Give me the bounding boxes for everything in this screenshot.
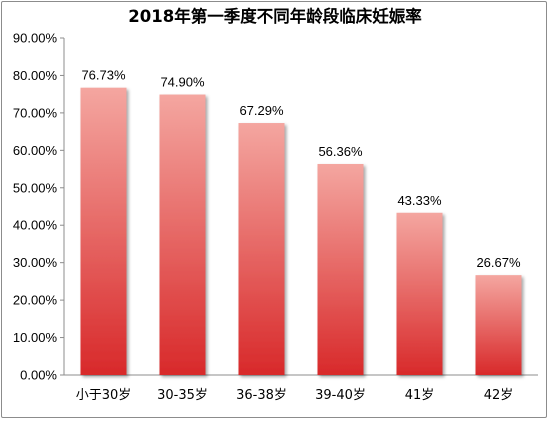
bar [475,275,522,375]
x-tick-label: 30-35岁 [157,388,208,403]
x-tick-label: 41岁 [405,388,435,403]
y-tick-label: 0.00% [20,368,57,383]
y-tick-label: 20.00% [13,293,58,308]
x-tick-label: 42岁 [484,388,514,403]
y-tick-label: 70.00% [13,105,58,120]
bar [159,94,206,376]
bar [396,212,443,375]
bar [80,87,127,375]
y-tick-label: 50.00% [13,180,58,195]
bar [317,163,364,375]
x-axis-tick-labels: 小于30岁 30-35岁 36-38岁 39-40岁 41岁 42岁 [76,388,514,403]
y-tick-label: 90.00% [13,31,58,46]
y-tick-label: 40.00% [13,218,58,233]
data-labels-group: 76.73% 74.90% 67.29% 56.36% 43.33% 26.67% [81,68,521,270]
x-tick-label: 36-38岁 [236,388,287,403]
data-label: 76.73% [81,68,126,83]
chart-title: 2018年第一季度不同年龄段临床妊娠率 [128,6,421,26]
y-tick-label: 60.00% [13,143,58,158]
data-label: 43.33% [397,193,442,208]
y-tick-label: 80.00% [13,68,58,83]
x-tick-label: 小于30岁 [76,388,132,403]
y-axis-tick-marks [60,37,64,376]
bars-group [80,87,522,376]
x-tick-label: 39-40岁 [315,388,366,403]
y-tick-label: 10.00% [13,330,58,345]
data-label: 74.90% [160,75,205,90]
data-label: 56.36% [318,144,363,159]
y-tick-label: 30.00% [13,255,58,270]
data-label: 26.67% [476,255,521,270]
y-axis-tick-labels: 0.00% 10.00% 20.00% 30.00% 40.00% 50.00% 60.00… [13,31,58,383]
data-label: 67.29% [239,103,284,118]
bar [238,123,285,375]
